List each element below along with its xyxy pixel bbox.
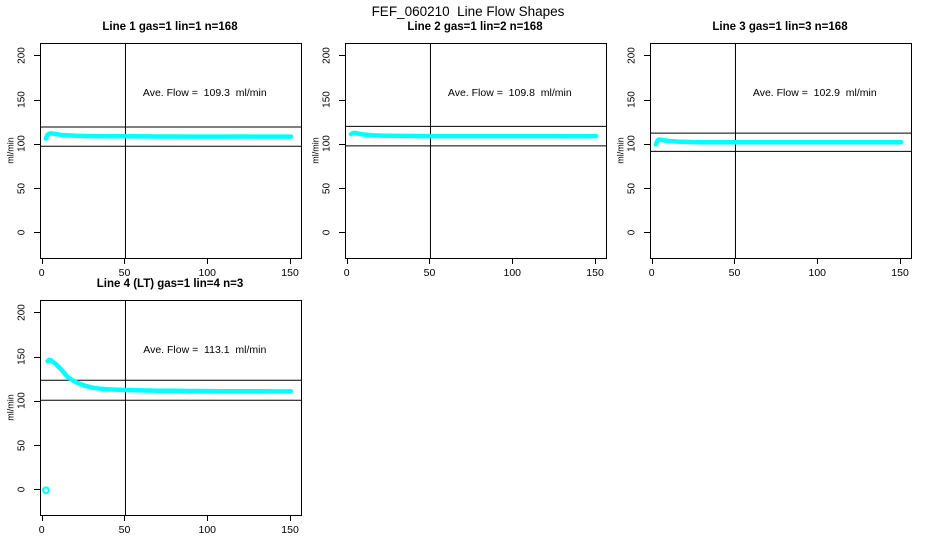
x-tick-label: 0	[343, 267, 350, 279]
y-tick-label: 0	[16, 486, 28, 493]
x-tick-label: 150	[586, 267, 604, 279]
ave-flow-annotation: Ave. Flow = 102.9 ml/min	[752, 86, 877, 99]
subplot-title: Line 1 gas=1 lin=1 n=168	[102, 21, 238, 33]
plot-svg	[41, 44, 301, 258]
x-tick-mark	[41, 258, 43, 264]
y-tick-mark	[339, 55, 345, 57]
x-tick-label: 100	[503, 267, 522, 279]
y-axis-label: ml/min	[5, 137, 16, 164]
x-tick-mark	[124, 258, 126, 264]
y-tick-label: 100	[16, 135, 28, 153]
y-tick-mark	[339, 99, 345, 101]
x-tick-label: 50	[118, 524, 131, 536]
x-tick-label: 0	[648, 267, 655, 279]
y-tick-label: 50	[16, 182, 28, 194]
y-tick-mark	[644, 55, 650, 57]
y-tick-mark	[644, 99, 650, 101]
y-tick-label: 200	[16, 47, 28, 64]
subplot-title: Line 4 (LT) gas=1 lin=4 n=3	[96, 278, 244, 290]
y-tick-label: 0	[321, 229, 333, 236]
x-tick-mark	[734, 258, 736, 264]
x-tick-mark	[900, 258, 902, 264]
x-tick-label: 150	[891, 267, 909, 279]
y-tick-mark	[339, 143, 345, 145]
y-tick-label: 200	[321, 47, 333, 64]
ave-flow-annotation: Ave. Flow = 113.1 ml/min	[143, 343, 267, 356]
y-tick-mark	[644, 232, 650, 234]
plot-area: Ave. Flow = 109.3 ml/min	[40, 43, 302, 259]
x-tick-label: 0	[38, 267, 45, 279]
x-tick-mark	[429, 258, 431, 264]
y-tick-label: 150	[16, 91, 28, 108]
y-tick-label: 150	[321, 91, 333, 108]
y-tick-label: 150	[626, 91, 638, 108]
y-tick-mark	[34, 356, 40, 358]
plot-area: Ave. Flow = 113.1 ml/min	[40, 300, 302, 516]
y-tick-mark	[34, 99, 40, 101]
y-tick-mark	[34, 312, 40, 314]
x-tick-label: 100	[808, 267, 827, 279]
subplot-title: Line 3 gas=1 lin=3 n=168	[712, 21, 848, 33]
x-tick-mark	[124, 515, 126, 521]
subplot-line-2: Line 2 gas=1 lin=2 n=168 Ave. Flow = 109…	[305, 15, 610, 281]
x-tick-label: 50	[728, 267, 741, 279]
x-tick-label: 150	[281, 267, 299, 279]
plot-area: Ave. Flow = 109.8 ml/min	[345, 43, 607, 259]
y-axis-label: ml/min	[615, 137, 626, 164]
x-tick-mark	[41, 515, 43, 521]
y-tick-label: 100	[626, 135, 638, 153]
plot-svg	[651, 44, 911, 258]
subplot-line-1: Line 1 gas=1 lin=1 n=168 Ave. Flow = 109…	[0, 15, 305, 281]
plot-svg	[346, 44, 606, 258]
y-axis-label: ml/min	[5, 394, 16, 421]
y-tick-mark	[644, 143, 650, 145]
x-tick-label: 100	[198, 524, 217, 536]
y-tick-mark	[34, 489, 40, 491]
y-tick-mark	[34, 445, 40, 447]
figure-title: FEF_060210 Line Flow Shapes	[371, 4, 565, 19]
y-tick-mark	[644, 188, 650, 190]
plot-area: Ave. Flow = 102.9 ml/min	[650, 43, 912, 259]
x-tick-mark	[207, 258, 209, 264]
y-axis-label: ml/min	[310, 137, 321, 164]
y-tick-label: 100	[16, 392, 28, 410]
subplot-title: Line 2 gas=1 lin=2 n=168	[407, 21, 543, 33]
subplot-line-3: Line 3 gas=1 lin=3 n=168 Ave. Flow = 102…	[610, 15, 915, 281]
x-tick-mark	[651, 258, 653, 264]
x-tick-mark	[207, 515, 209, 521]
x-tick-mark	[595, 258, 597, 264]
x-tick-mark	[346, 258, 348, 264]
y-tick-label: 50	[16, 439, 28, 451]
y-tick-mark	[34, 400, 40, 402]
x-tick-mark	[290, 515, 292, 521]
x-tick-mark	[512, 258, 514, 264]
x-tick-label: 50	[423, 267, 436, 279]
ave-flow-annotation: Ave. Flow = 109.3 ml/min	[142, 86, 267, 99]
ave-flow-annotation: Ave. Flow = 109.8 ml/min	[447, 86, 572, 99]
y-tick-label: 200	[16, 304, 28, 321]
y-tick-mark	[339, 188, 345, 190]
y-tick-label: 50	[321, 182, 333, 194]
x-tick-label: 50	[118, 267, 131, 279]
y-tick-label: 200	[626, 47, 638, 64]
x-tick-label: 100	[198, 267, 217, 279]
y-tick-label: 100	[321, 135, 333, 153]
x-tick-label: 150	[281, 524, 299, 536]
y-tick-label: 50	[626, 182, 638, 194]
y-tick-mark	[34, 55, 40, 57]
y-tick-mark	[34, 143, 40, 145]
y-tick-mark	[34, 232, 40, 234]
y-tick-label: 150	[16, 348, 28, 365]
y-tick-mark	[34, 188, 40, 190]
x-tick-mark	[817, 258, 819, 264]
x-tick-mark	[290, 258, 292, 264]
y-tick-label: 0	[626, 229, 638, 236]
plot-svg	[41, 301, 301, 515]
y-tick-mark	[339, 232, 345, 234]
y-tick-label: 0	[16, 229, 28, 236]
x-tick-label: 0	[38, 524, 45, 536]
subplot-line-4: Line 4 (LT) gas=1 lin=4 n=3 Ave. Flow = …	[0, 272, 305, 538]
